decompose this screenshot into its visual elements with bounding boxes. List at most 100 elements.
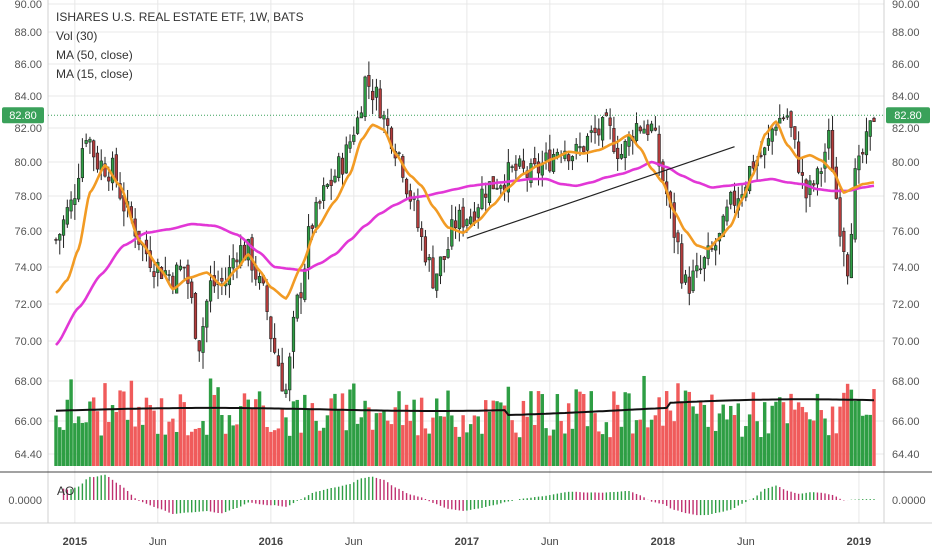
candle-body	[487, 181, 492, 203]
volume-bar	[205, 434, 209, 466]
y-tick-label-right: 88.00	[892, 27, 920, 39]
candle-body	[751, 161, 755, 169]
candle-body	[823, 151, 827, 169]
candle-body	[182, 266, 186, 269]
y-tick-label-left: 78.00	[14, 191, 42, 203]
ao-indicator-label[interactable]: AO	[57, 484, 75, 498]
candle-body	[371, 90, 375, 101]
candle-body	[819, 171, 823, 174]
volume-bar	[646, 427, 650, 466]
y-tick-label-right: 64.40	[892, 449, 920, 461]
candle-body	[220, 277, 224, 282]
volume-bar	[374, 413, 379, 466]
volume-bar	[318, 430, 322, 466]
candle-body	[619, 153, 624, 159]
candle-body	[340, 157, 345, 175]
candle-body	[567, 154, 571, 162]
volume-bar	[197, 427, 201, 466]
candle-body	[585, 135, 590, 151]
volume-bar	[732, 415, 737, 466]
ao-zero-label: 0.0000	[8, 495, 42, 507]
volume-bar	[499, 402, 503, 466]
trendline[interactable]	[466, 146, 735, 239]
candle-body	[265, 285, 269, 312]
candle-body	[830, 129, 835, 172]
candle-body	[469, 216, 473, 225]
legend-ma50[interactable]: MA (50, close)	[56, 48, 133, 62]
y-tick-label-left: 84.00	[14, 91, 42, 103]
volume-bar	[559, 420, 563, 466]
candle-body	[646, 124, 650, 136]
ma50-line	[55, 160, 875, 346]
volume-bar	[661, 425, 665, 466]
candle-body	[499, 185, 503, 189]
volume-bar	[107, 421, 111, 466]
y-tick-label-right: 74.00	[892, 262, 920, 274]
volume-bar	[604, 422, 609, 466]
volume-bar	[363, 400, 367, 466]
volume-bar	[171, 418, 175, 466]
candle-body	[80, 148, 85, 179]
volume-bar	[796, 402, 801, 466]
volume-bar	[487, 411, 492, 466]
candle-body	[201, 326, 205, 353]
candle-body	[344, 144, 348, 174]
volume-bar	[453, 426, 458, 466]
volume-bar	[544, 428, 548, 466]
volume-bar	[608, 437, 612, 466]
legend-vol[interactable]: Vol (30)	[56, 29, 98, 43]
volume-bar	[480, 433, 484, 466]
candle-body	[303, 268, 307, 300]
candle-body	[864, 131, 869, 156]
volume-bar	[88, 401, 92, 466]
volume-bar	[329, 398, 333, 466]
candle-body	[446, 249, 450, 258]
volume-bar	[574, 389, 578, 466]
volume-bar	[691, 406, 695, 466]
candle-body	[367, 75, 371, 87]
candle-body	[152, 271, 156, 277]
y-tick-label-left: 70.00	[14, 336, 42, 348]
volume-bar	[257, 391, 262, 466]
volume-average-line	[55, 398, 875, 417]
volume-bar	[815, 393, 820, 466]
candle-body	[235, 259, 239, 263]
candle-body	[322, 185, 326, 201]
volume-bar	[747, 414, 752, 466]
candle-body	[273, 337, 277, 353]
volume-bar	[103, 383, 107, 466]
volume-bar	[683, 390, 688, 466]
volume-bar	[698, 401, 703, 466]
candle-body	[687, 276, 691, 294]
candle-body	[382, 114, 386, 120]
volume-bar	[254, 399, 258, 466]
candle-body	[812, 183, 816, 186]
legend-ma15[interactable]: MA (15, close)	[56, 67, 133, 81]
candle-body	[642, 128, 646, 134]
candle-body	[193, 293, 198, 339]
volume-bar	[333, 393, 337, 466]
candle-body	[314, 201, 318, 228]
x-tick-label: Jun	[345, 536, 363, 548]
y-tick-label-left: 76.00	[14, 226, 42, 238]
candle-body	[574, 143, 578, 153]
volume-bar	[69, 379, 73, 466]
y-tick-label-left: 86.00	[14, 59, 42, 71]
volume-bar	[367, 407, 371, 466]
last-price-label-right: 82.80	[894, 110, 922, 122]
trendline-segment	[466, 146, 735, 239]
volume-bar	[344, 430, 348, 466]
volume-bar	[201, 420, 205, 466]
candle-body	[506, 162, 510, 193]
x-tick-label: Jun	[149, 536, 167, 548]
candle-body	[276, 355, 281, 367]
volume-bar	[457, 436, 462, 466]
y-tick-label-left: 90.00	[14, 0, 42, 11]
volume-bar	[393, 407, 397, 466]
candle-body	[333, 175, 337, 183]
x-tick-label: 2017	[455, 536, 479, 548]
volume-bar	[284, 417, 288, 466]
candle-body	[465, 219, 469, 227]
chart-legend: ISHARES U.S. REAL ESTATE ETF, 1W, BATS V…	[56, 8, 304, 84]
